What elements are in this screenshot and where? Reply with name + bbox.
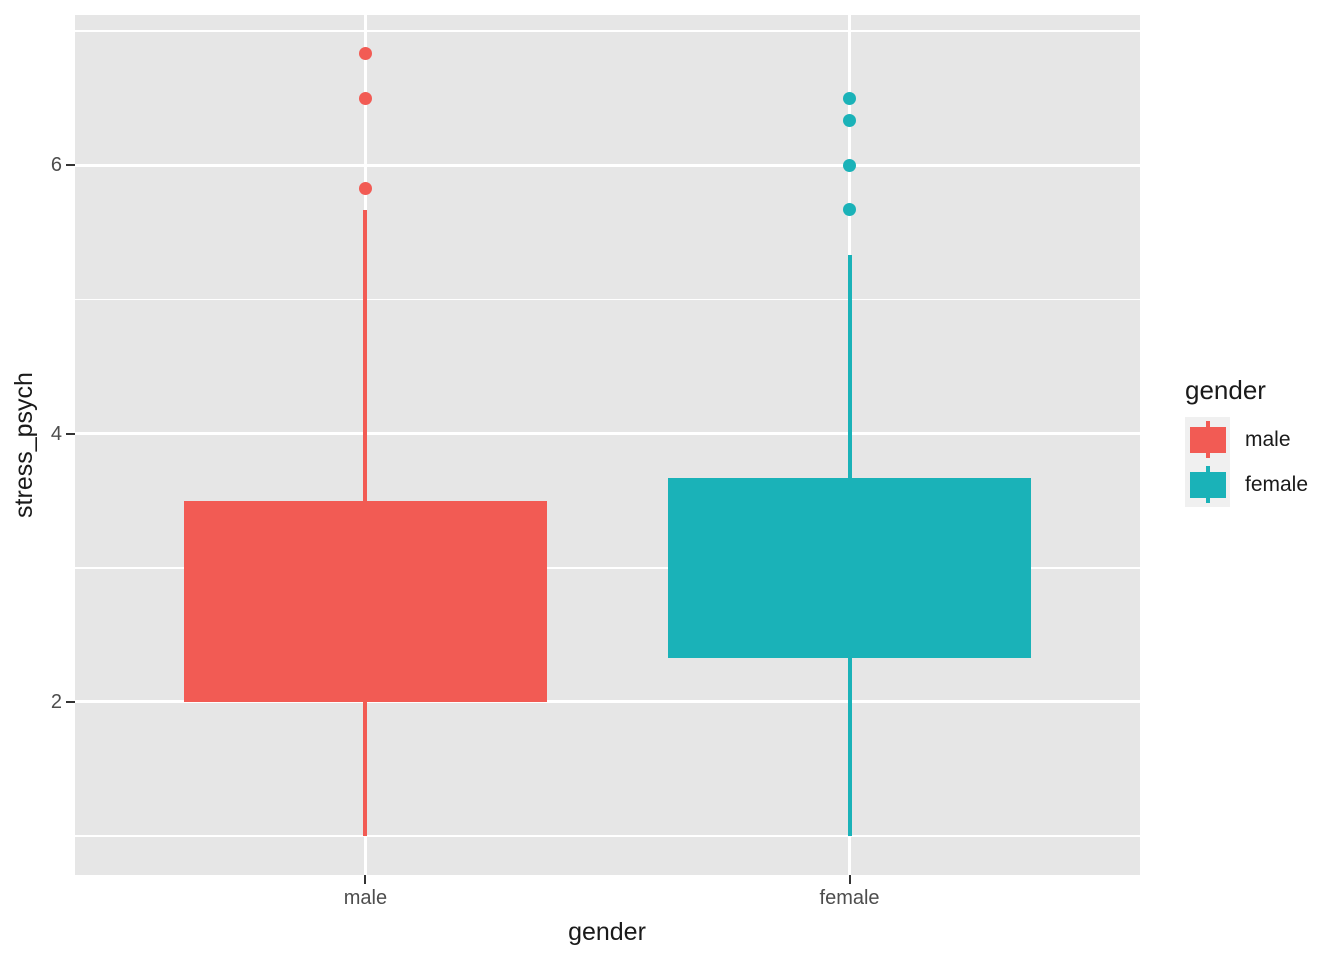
y-tick-label: 4 bbox=[50, 422, 62, 445]
outlier-point-female bbox=[843, 114, 857, 128]
boxplot-key-icon bbox=[1185, 462, 1230, 507]
gridline-minor bbox=[75, 298, 1140, 301]
outlier-point-male bbox=[358, 181, 372, 195]
legend-label-female: female bbox=[1245, 472, 1309, 496]
key-box bbox=[1189, 471, 1226, 498]
gridline-minor bbox=[75, 566, 1140, 569]
gridline-minor bbox=[75, 30, 1140, 32]
x-tick-label-male: male bbox=[343, 887, 388, 909]
whisker-upper-female bbox=[847, 255, 852, 478]
boxplot-key-icon bbox=[1185, 417, 1230, 462]
legend: gender male female bbox=[1185, 374, 1343, 507]
key-box bbox=[1189, 426, 1226, 453]
gridline-major bbox=[75, 700, 1140, 704]
x-tick-mark bbox=[848, 875, 851, 884]
y-tick-mark bbox=[66, 164, 75, 167]
legend-entry-female: female bbox=[1185, 462, 1343, 507]
gridline-major bbox=[75, 163, 1140, 167]
box-female bbox=[668, 477, 1032, 658]
legend-entry-male: male bbox=[1185, 417, 1343, 462]
box-male bbox=[183, 500, 547, 702]
outlier-point-male bbox=[358, 91, 372, 105]
outlier-point-female bbox=[843, 158, 857, 172]
gridline-minor bbox=[75, 835, 1140, 837]
y-tick-label: 6 bbox=[50, 154, 62, 177]
legend-label-male: male bbox=[1245, 427, 1291, 451]
x-tick-label-female: female bbox=[819, 887, 880, 909]
outlier-point-male bbox=[358, 47, 372, 61]
plot-panel bbox=[75, 15, 1140, 875]
x-tick-mark bbox=[364, 875, 367, 884]
x-axis-title: gender bbox=[568, 918, 646, 946]
gridline-major bbox=[75, 432, 1140, 436]
legend-title: gender bbox=[1185, 375, 1266, 405]
whisker-lower-male bbox=[363, 701, 368, 837]
whisker-upper-male bbox=[363, 209, 368, 501]
outlier-point-female bbox=[843, 203, 857, 217]
outlier-point-female bbox=[843, 91, 857, 105]
y-tick-mark bbox=[66, 432, 75, 435]
whisker-lower-female bbox=[847, 657, 852, 837]
y-axis-title: stress_psych bbox=[10, 372, 38, 518]
y-tick-label: 2 bbox=[50, 690, 62, 713]
y-tick-mark bbox=[66, 700, 75, 703]
